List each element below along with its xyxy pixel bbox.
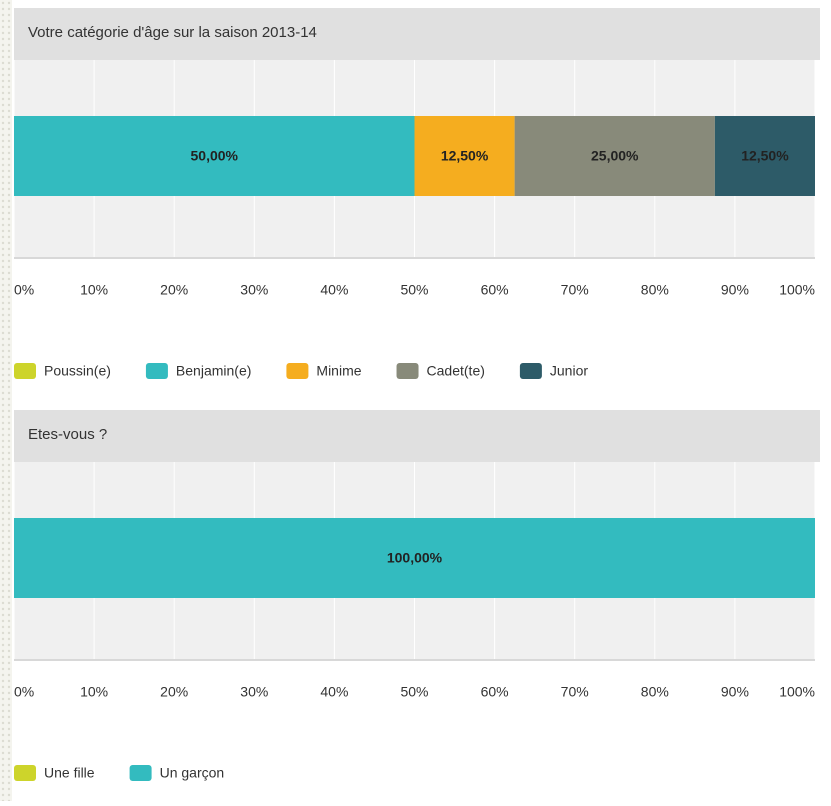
legend-label: Poussin(e) [44,363,111,379]
legend-label: Un garçon [160,765,225,781]
legend-swatch [14,765,36,781]
x-tick-label: 100% [779,684,815,700]
value-label: 100,00% [387,550,443,566]
x-tick-label: 90% [721,282,749,298]
chart-title: Votre catégorie d'âge sur la saison 2013… [28,24,317,41]
x-tick-label: 80% [641,684,669,700]
legend-label: Une fille [44,765,95,781]
legend-swatch [129,765,152,781]
x-tick-label: 30% [240,684,268,700]
x-tick-label: 20% [160,684,188,700]
value-label: 12,50% [441,148,489,164]
x-tick-label: 100% [779,282,815,298]
bar-segment [14,518,815,598]
bar-segment [514,116,715,196]
side-strip [0,0,12,801]
x-tick-label: 10% [80,282,108,298]
legend-label: Junior [550,363,588,379]
chart-header [14,8,820,60]
legend-swatch [145,363,168,379]
x-tick-label: 90% [721,684,749,700]
legend-swatch [286,363,309,379]
x-tick-label: 0% [14,684,34,700]
value-label: 25,00% [591,148,639,164]
x-tick-label: 40% [320,684,348,700]
chart-title: Etes-vous ? [28,426,107,443]
x-tick-label: 60% [481,282,509,298]
value-label: 50,00% [191,148,239,164]
x-tick-label: 30% [240,282,268,298]
bar-segment [14,116,415,196]
x-tick-label: 0% [14,282,34,298]
x-tick-label: 10% [80,684,108,700]
x-tick-label: 50% [400,282,428,298]
x-tick-label: 70% [561,684,589,700]
bar-segment [414,116,515,196]
legend-swatch [14,363,36,379]
legend-label: Benjamin(e) [176,363,251,379]
legend-label: Cadet(te) [427,363,485,379]
x-tick-label: 80% [641,282,669,298]
x-tick-label: 50% [400,684,428,700]
legend-label: Minime [316,363,361,379]
value-label: 12,50% [741,148,789,164]
bar-segment [714,116,815,196]
x-tick-label: 20% [160,282,188,298]
legend-swatch [396,363,419,379]
x-tick-label: 70% [561,282,589,298]
chart-header [14,410,820,462]
x-tick-label: 40% [320,282,348,298]
legend-swatch [519,363,542,379]
x-tick-label: 60% [481,684,509,700]
